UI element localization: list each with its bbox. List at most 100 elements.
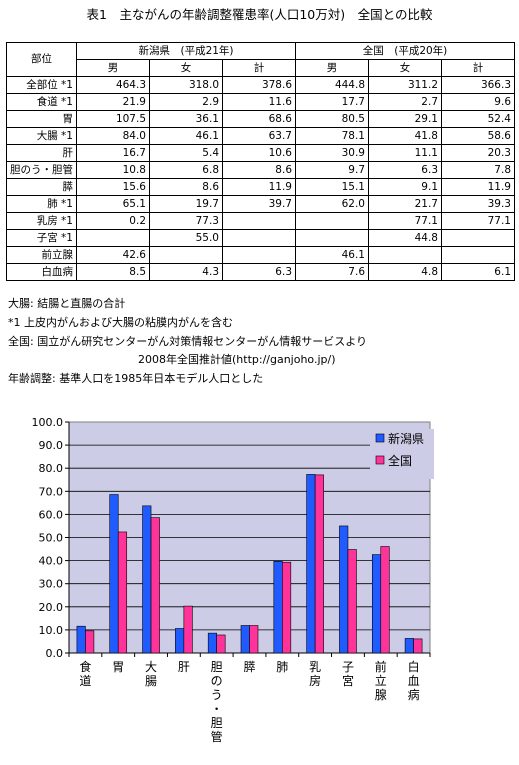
bar-niigata [76, 625, 86, 654]
bar-niigata [404, 638, 414, 654]
table-cell [441, 229, 515, 247]
table-cell: 7.6 [295, 263, 369, 281]
table-cell: 21.7 [368, 195, 442, 213]
table-row: 子宮 *1 55.0 44.8 [6, 229, 515, 247]
header-niigata: 新潟県 (平成21年) [76, 42, 296, 60]
bar-niigata [339, 525, 349, 654]
table-cell: 4.3 [149, 263, 223, 281]
table-cell: 6.3 [222, 263, 296, 281]
table-cell: 311.2 [368, 76, 442, 94]
bar-national [347, 549, 357, 654]
header-national: 全国 (平成20年) [295, 42, 515, 60]
bar-niigata [240, 625, 250, 654]
table-cell [295, 229, 369, 247]
table-cell: 77.1 [441, 212, 515, 230]
table-cell: 62.0 [295, 195, 369, 213]
table-cell: 55.0 [149, 229, 223, 247]
y-tick-label: 40.0 [39, 555, 64, 568]
bar-niigata [109, 494, 119, 654]
x-tick-label: 子宮 [342, 660, 354, 688]
y-tick-label: 80.0 [39, 462, 64, 475]
note-age-adjust: 年齢調整: 基準人口を1985年日本モデル人口とした [8, 372, 264, 385]
table-row: 膵 15.6 8.6 11.9 15.1 9.1 11.9 [6, 178, 515, 196]
table-cell: 9.6 [441, 93, 515, 111]
table-cell: 6.3 [368, 161, 442, 179]
row-label: 膵 [6, 178, 77, 196]
table-cell: 11.9 [441, 178, 515, 196]
table-cell: 39.3 [441, 195, 515, 213]
table-cell: 10.8 [76, 161, 150, 179]
table-cell [368, 246, 442, 264]
bar-national [282, 561, 292, 654]
table-cell: 58.6 [441, 127, 515, 145]
note-source: 全国: 国立がん研究センターがん対策情報センターがん情報サービスより [8, 335, 367, 348]
table-cell: 17.7 [295, 93, 369, 111]
legend-swatch [375, 455, 385, 465]
row-label: 肝 [6, 144, 77, 162]
table-cell: 21.9 [76, 93, 150, 111]
table-cell: 11.9 [222, 178, 296, 196]
table-cell: 19.7 [149, 195, 223, 213]
x-tick-label: 白血病 [408, 659, 420, 702]
y-tick-label: 100.0 [32, 416, 64, 429]
table-cell: 378.6 [222, 76, 296, 94]
table-cell [149, 246, 223, 264]
y-tick-label: 90.0 [39, 439, 64, 452]
table-row: 前立腺 42.6 46.1 [6, 246, 515, 264]
table-cell: 11.6 [222, 93, 296, 111]
table-cell: 9.7 [295, 161, 369, 179]
row-label: 乳房 *1 [6, 212, 77, 230]
table-cell: 68.6 [222, 110, 296, 128]
table-cell: 6.1 [441, 263, 515, 281]
note-asterisk: *1 上皮内がんおよび大腸の粘膜内がんを含む [8, 316, 233, 329]
legend-label: 全国 [388, 453, 412, 468]
table-cell: 41.8 [368, 127, 442, 145]
table-row: 大腸 *1 84.0 46.1 63.7 78.1 41.8 58.6 [6, 127, 515, 145]
subheader-male: 男 [295, 59, 369, 77]
x-tick-label: 大腸 [145, 660, 157, 688]
row-label: 全部位 *1 [6, 76, 77, 94]
table-cell: 7.8 [441, 161, 515, 179]
table-cell [76, 229, 150, 247]
row-label: 胆のう・胆管 [6, 161, 77, 179]
y-tick-label: 70.0 [39, 485, 64, 498]
bar-niigata [175, 628, 185, 654]
table-cell: 63.7 [222, 127, 296, 145]
table-cell [295, 212, 369, 230]
y-tick-label: 60.0 [39, 508, 64, 521]
bar-national [117, 531, 128, 654]
row-label: 子宮 *1 [6, 229, 77, 247]
table-cell: 4.8 [368, 263, 442, 281]
table-row: 白血病 8.5 4.3 6.3 7.6 4.8 6.1 [6, 263, 515, 281]
x-tick-label: 前立腺 [375, 659, 387, 702]
bar-chart: 0.0 10.0 20.0 30.0 40.0 50.0 60.0 70.0 80.0 90.0 1… [32, 416, 434, 744]
x-tick-label: 胆のう・胆管 [211, 660, 223, 744]
table-cell: 44.8 [368, 229, 442, 247]
table-row: 乳房 *1 0.2 77.3 77.1 77.1 [6, 212, 515, 230]
table-cell: 39.7 [222, 195, 296, 213]
table-cell: 15.1 [295, 178, 369, 196]
subheader-total: 計 [222, 59, 296, 77]
subheader-female: 女 [368, 59, 442, 77]
table-cell: 6.8 [149, 161, 223, 179]
table-cell: 8.6 [222, 161, 296, 179]
bar-niigata [273, 560, 283, 654]
table-cell: 366.3 [441, 76, 515, 94]
x-tick-label: 肺 [276, 660, 288, 674]
bar-national [314, 474, 324, 654]
table-cell: 36.1 [149, 110, 223, 128]
bar-national [216, 634, 226, 654]
row-label: 肺 *1 [6, 195, 77, 213]
table-row: 全部位 *1 464.3 318.0 378.6 444.8 311.2 366.3 [6, 76, 515, 94]
table-cell: 318.0 [149, 76, 223, 94]
table-cell: 84.0 [76, 127, 150, 145]
bar-niigata [142, 505, 152, 654]
table-cell: 107.5 [76, 110, 150, 128]
x-tick-label: 食道 [79, 659, 91, 688]
legend-label: 新潟県 [388, 431, 424, 446]
table-cell: 8.6 [149, 178, 223, 196]
row-label: 白血病 [6, 263, 77, 281]
note-colon: 大腸: 結腸と直腸の合計 [8, 297, 126, 310]
table-cell: 30.9 [295, 144, 369, 162]
table-cell: 8.5 [76, 263, 150, 281]
